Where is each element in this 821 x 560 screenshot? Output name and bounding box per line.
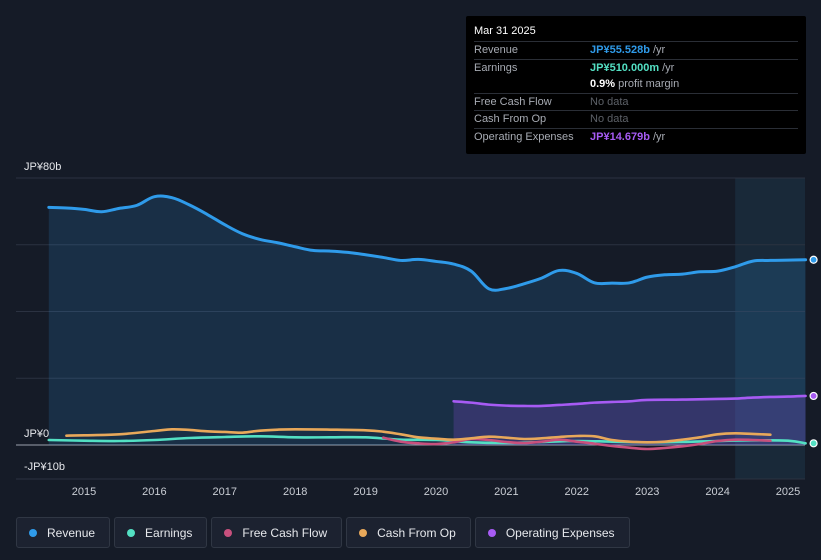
y-axis-labels: JP¥80b JP¥0 -JP¥10b [24,161,65,473]
tooltip-row-value: No data [590,95,629,108]
tooltip-date: Mar 31 2025 [474,25,536,37]
y-tick-label: JP¥0 [24,428,49,440]
tooltip-row-label: Revenue [474,44,519,56]
tooltip-row-value: JP¥55.528b [590,44,650,56]
x-tick-label: 2020 [424,486,448,498]
series-lines [47,194,808,451]
legend-dot-icon [359,528,368,537]
legend-item-cash-from-op[interactable]: Cash From Op [346,517,471,548]
revenue-area [48,196,806,445]
tooltip-rows: Revenue JP¥55.528b/yr Earnings JP¥510.000m /… [474,41,798,145]
tooltip-row: Free Cash Flow No data [474,92,798,111]
x-tick-label: 2015 [72,486,96,498]
legend-item-free-cash-flow[interactable]: Free Cash Flow [211,517,343,548]
operating-expenses-area [453,395,806,445]
tooltip-row-label: Operating Expenses [474,130,574,143]
chart-highlight-region [735,178,805,479]
tooltip-row-unit: /yr [652,130,666,143]
legend-item-operating-expenses[interactable]: Operating Expenses [474,517,630,548]
x-tick-label: 2018 [283,486,307,498]
tooltip-row: Revenue JP¥55.528b/yr [474,41,798,59]
x-tick-label: 2019 [353,486,377,498]
legend-dot-icon [29,528,37,537]
tooltip-row-label: Cash From Op [474,113,547,125]
tooltip-row-value: JP¥14.679b [590,130,650,143]
series-areas [48,196,806,445]
cash-from-op-line [65,427,772,444]
tooltip-row-label [474,76,590,93]
tooltip-row-value: No data [590,113,629,125]
tooltip-row: Earnings JP¥510.000m/yr [474,58,798,77]
operating-expenses-line [452,394,807,408]
legend-dot-icon [224,528,233,537]
legend-label: Free Cash Flow [242,525,328,540]
tooltip-row-unit: profit margin [618,78,680,90]
x-tick-label: 2016 [142,486,166,498]
x-tick-label: 2017 [213,486,237,498]
tooltip-row: Cash From Op No data [474,110,798,128]
x-tick-label: 2023 [635,486,659,498]
revenue-end-point [809,255,818,264]
tooltip: Mar 31 2025 Revenue JP¥55.528b/yr Earnings… [466,16,806,154]
tooltip-row: 0.9% profit margin [474,76,798,93]
legend-label: Earnings [145,525,193,540]
x-axis-labels: 2015 2016 2017 2018 2019 2020 2021 2022 2023 2024… [72,486,800,498]
series-endpoints [809,255,818,448]
x-tick-label: 2021 [494,486,518,498]
tooltip-row-label: Free Cash Flow [474,95,552,108]
earnings-end-point [809,439,818,448]
revenue-line [47,194,808,292]
x-tick-label: 2024 [705,486,729,498]
y-tick-label: -JP¥10b [24,461,65,473]
grid-lines [16,177,805,480]
legend-item-earnings[interactable]: Earnings [114,517,208,548]
tooltip-row-unit: /yr [652,44,666,56]
legend-label: Cash From Op [377,525,456,540]
tooltip-row-value: JP¥510.000m [590,61,660,74]
legend-dot-icon [127,528,136,537]
tooltip-row-value: 0.9% [590,78,616,90]
x-tick-label: 2025 [776,486,800,498]
tooltip-row-unit: /yr [662,61,675,74]
legend-item-revenue[interactable]: Revenue [16,517,111,548]
legend-label: Revenue [47,525,96,540]
earnings-line [47,435,807,445]
x-tick-label: 2022 [565,486,589,498]
tooltip-row-label: Earnings [474,61,518,74]
legend-label: Operating Expenses [505,525,615,540]
y-tick-label: JP¥80b [24,161,61,173]
free-cash-flow-line [381,436,772,451]
operating-expenses-end-point [809,391,818,401]
tooltip-row: Operating Expenses JP¥14.679b/yr [474,127,798,146]
legend: Revenue Earnings Free Cash Flow Cash From O… [16,517,630,548]
legend-dot-icon [487,528,496,537]
